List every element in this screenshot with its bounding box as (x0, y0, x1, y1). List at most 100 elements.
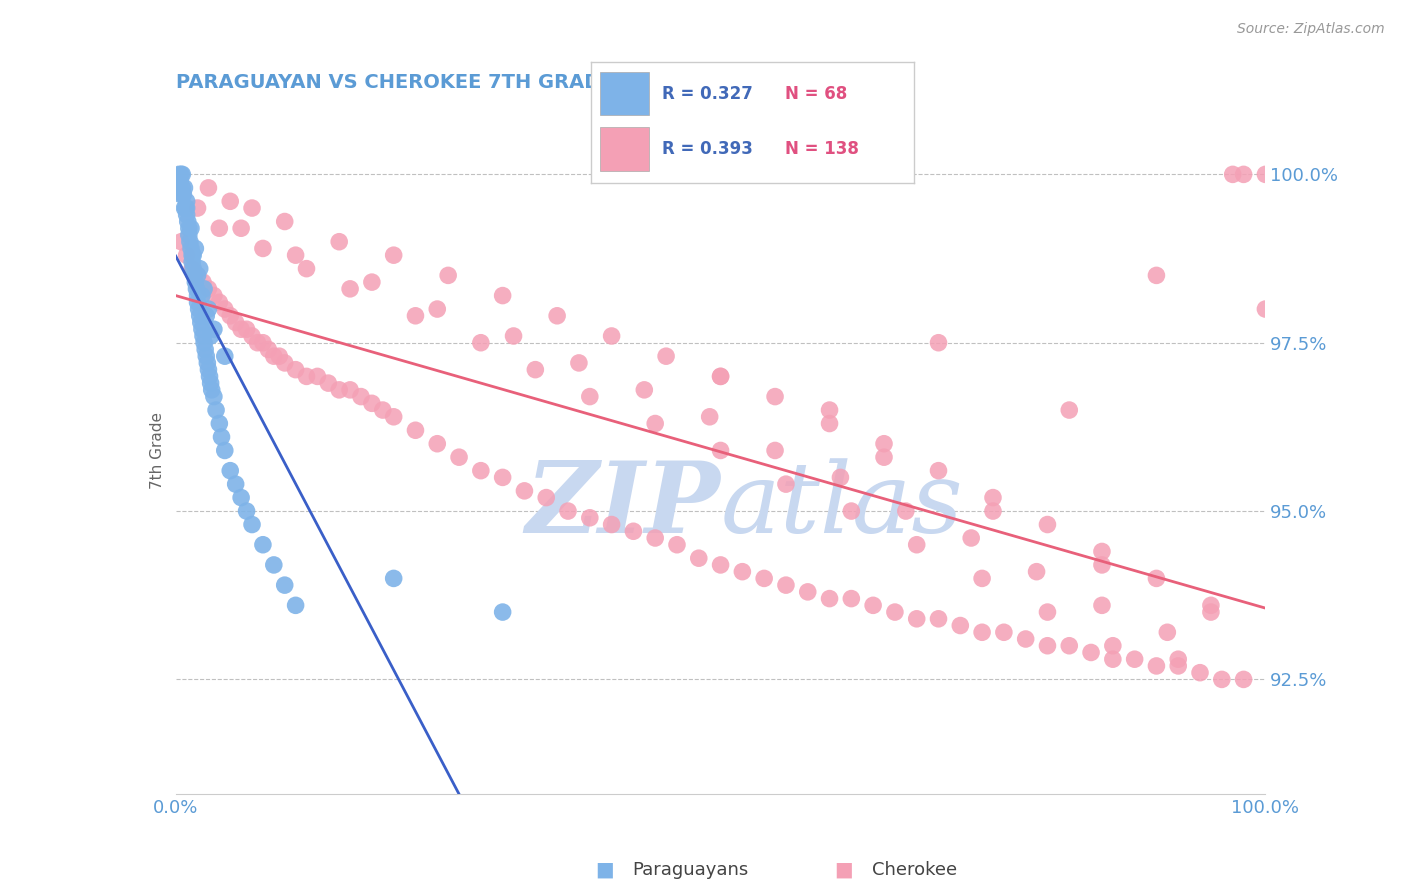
Point (361, 396, 384, 410)
Point (731, 565, 754, 579)
Point (170, 235, 193, 249)
Point (252, 242, 274, 256)
Point (928, 612, 950, 626)
Text: N = 138: N = 138 (785, 140, 859, 158)
Point (191, 288, 214, 302)
Point (295, 261, 318, 276)
Text: N = 68: N = 68 (785, 85, 846, 103)
Point (1146, 659, 1168, 673)
Point (1123, 652, 1146, 666)
Point (621, 524, 644, 539)
Point (502, 329, 524, 343)
Point (633, 383, 655, 397)
Point (214, 349, 236, 363)
Point (208, 417, 231, 431)
Text: atlas: atlas (721, 458, 963, 553)
Point (235, 504, 257, 518)
Point (710, 369, 733, 384)
Point (972, 571, 994, 585)
Point (197, 282, 219, 296)
Point (447, 450, 470, 465)
Point (235, 322, 257, 336)
Point (263, 558, 285, 572)
Point (246, 335, 269, 350)
Point (193, 282, 215, 296)
Point (1233, 673, 1256, 687)
Point (1146, 268, 1168, 283)
Point (873, 450, 896, 465)
Point (214, 301, 236, 316)
Point (600, 517, 623, 532)
Point (426, 301, 449, 316)
Point (219, 309, 242, 323)
Point (197, 301, 219, 316)
Point (1025, 565, 1047, 579)
Text: R = 0.327: R = 0.327 (662, 85, 752, 103)
Point (195, 309, 218, 323)
Point (179, 235, 201, 249)
Point (361, 275, 384, 289)
Point (180, 221, 202, 235)
Point (191, 329, 214, 343)
Point (284, 362, 307, 376)
Point (492, 605, 515, 619)
Point (492, 288, 515, 302)
Point (197, 362, 219, 376)
Point (534, 491, 557, 505)
Point (763, 390, 786, 404)
Point (176, 248, 198, 262)
Point (1059, 639, 1081, 653)
Point (405, 309, 427, 323)
Point (775, 578, 797, 592)
Point (894, 504, 917, 518)
Point (1080, 645, 1102, 659)
Point (841, 591, 863, 606)
Point (350, 390, 373, 404)
Point (188, 309, 211, 323)
Point (568, 356, 591, 370)
Point (818, 417, 841, 431)
Point (252, 335, 274, 350)
Point (186, 268, 209, 283)
Point (905, 538, 928, 552)
Point (1036, 605, 1059, 619)
Text: ▪: ▪ (834, 855, 853, 884)
Point (173, 181, 195, 195)
Point (492, 470, 515, 484)
Point (240, 329, 263, 343)
Point (710, 443, 733, 458)
Point (1036, 639, 1059, 653)
Point (775, 477, 797, 491)
Point (186, 268, 209, 283)
Point (1102, 652, 1125, 666)
Point (557, 504, 579, 518)
Point (981, 504, 1004, 518)
Point (873, 436, 896, 450)
Point (181, 248, 204, 262)
Point (205, 403, 228, 417)
Point (195, 349, 218, 363)
Point (208, 295, 231, 310)
Point (1254, 301, 1277, 316)
Point (177, 221, 200, 235)
Point (172, 187, 194, 202)
Text: Paraguayans: Paraguayans (633, 861, 749, 879)
Text: ZIP: ZIP (526, 458, 721, 554)
Point (186, 201, 209, 215)
Point (818, 591, 841, 606)
Point (274, 356, 297, 370)
Point (184, 242, 207, 256)
Point (1167, 659, 1189, 673)
Point (1199, 599, 1222, 613)
Point (1254, 167, 1277, 181)
Point (1156, 625, 1178, 640)
Point (993, 625, 1015, 640)
FancyBboxPatch shape (600, 72, 648, 115)
Point (274, 214, 297, 228)
Point (202, 322, 225, 336)
Point (169, 174, 191, 188)
Point (1189, 665, 1212, 680)
Point (470, 464, 492, 478)
Point (644, 417, 666, 431)
Text: ▪: ▪ (595, 855, 614, 884)
